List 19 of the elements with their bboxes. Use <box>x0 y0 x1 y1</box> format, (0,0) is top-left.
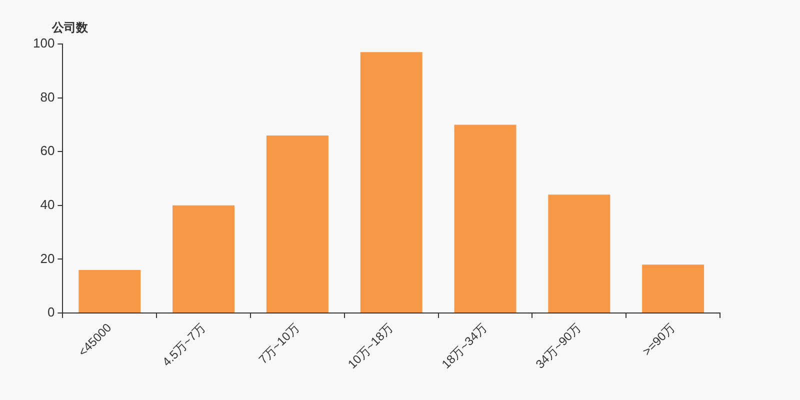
y-tick-label: 0 <box>47 304 55 320</box>
y-tick-label: 80 <box>40 89 55 104</box>
bar <box>266 135 328 313</box>
x-tick-label: 34万~90万 <box>532 320 584 372</box>
bar <box>78 270 141 313</box>
y-tick-label: 60 <box>40 143 55 158</box>
y-tick-label: 100 <box>32 36 55 51</box>
x-tick-label: 10万~18万 <box>345 320 396 372</box>
y-tick-label: 40 <box>40 196 55 212</box>
bar <box>548 194 610 313</box>
y-axis-title: 公司数 <box>51 20 89 34</box>
bar <box>172 205 235 313</box>
x-tick-label: 7万~10万 <box>256 320 302 367</box>
bar <box>642 264 704 313</box>
bar <box>360 52 422 313</box>
x-tick-label: 4.5万~7万 <box>160 320 208 370</box>
x-tick-label: 18万~34万 <box>439 320 490 372</box>
y-tick-label: 20 <box>40 250 55 266</box>
bar <box>454 124 516 313</box>
